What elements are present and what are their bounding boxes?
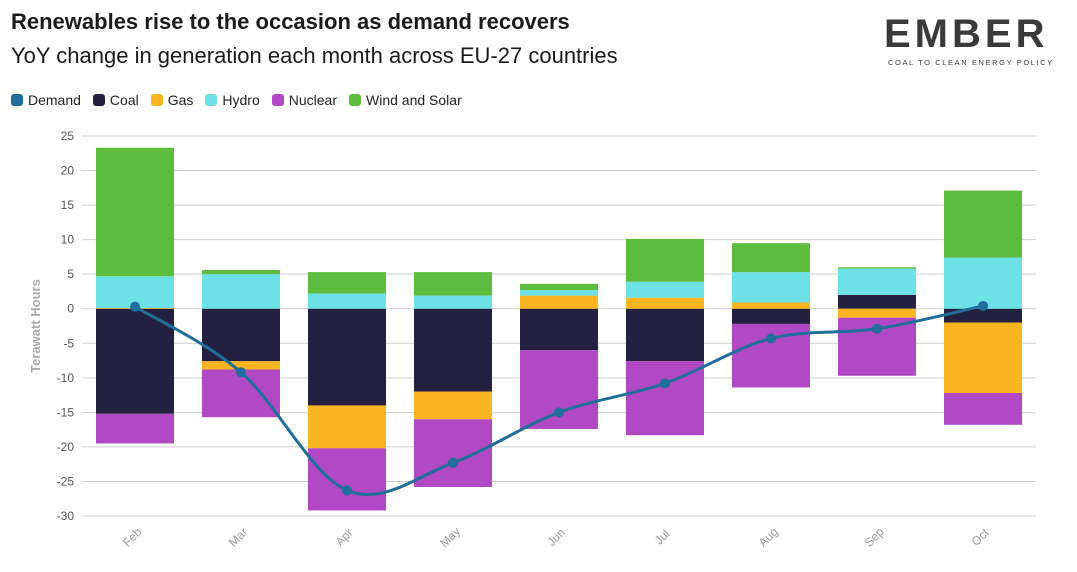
bar-gas	[732, 302, 810, 309]
bar-gas	[308, 405, 386, 449]
bar-gas	[202, 361, 280, 370]
bar-gas	[414, 391, 492, 420]
chart-title: Renewables rise to the occasion as deman…	[11, 9, 570, 34]
x-tick-label: May	[437, 524, 463, 550]
bar-wind-and-solar	[414, 272, 492, 296]
bar-wind-and-solar	[308, 272, 386, 294]
y-tick-label: -15	[57, 405, 75, 419]
chart-subtitle: YoY change in generation each month acro…	[11, 43, 618, 68]
bar-coal	[838, 294, 916, 309]
legend-item[interactable]: Nuclear	[271, 92, 338, 108]
legend-item[interactable]: Wind and Solar	[349, 92, 462, 108]
legend-item[interactable]: Demand	[11, 92, 81, 108]
bar-wind-and-solar	[732, 243, 810, 273]
x-tick-label: Mar	[226, 525, 251, 550]
demand-point	[554, 407, 564, 418]
y-tick-label: 5	[67, 267, 74, 281]
legend-item[interactable]: Gas	[150, 92, 194, 108]
bar-nuclear	[96, 413, 174, 444]
bar-gas	[520, 295, 598, 309]
x-tick-label: Apr	[333, 526, 356, 549]
y-tick-label: 10	[61, 233, 75, 247]
bar-hydro	[838, 268, 916, 295]
demand-point	[978, 300, 988, 311]
ember-logo: EMBER COAL TO CLEAN ENERGY POLICY	[884, 12, 1059, 72]
y-tick-label: 20	[61, 164, 75, 178]
demand-line	[134, 304, 984, 497]
y-tick-label: -20	[57, 440, 75, 454]
bar-coal	[626, 308, 704, 362]
legend-item[interactable]: Coal	[92, 92, 139, 108]
demand-point	[448, 457, 458, 468]
x-tick-label: Sep	[862, 524, 887, 549]
bar-gas	[838, 308, 916, 318]
y-tick-label: 25	[61, 129, 75, 143]
bar-wind-and-solar	[944, 190, 1022, 258]
chart-legend: Demand Coal Gas Hydro Nuclear Wind and Solar	[11, 92, 462, 108]
bar-hydro	[732, 272, 810, 303]
bar-hydro	[626, 281, 704, 298]
bar-wind-and-solar	[202, 270, 280, 275]
bar-wind-and-solar	[626, 238, 704, 282]
logo-wordmark: EMBER	[884, 12, 1049, 56]
demand-point	[660, 378, 670, 389]
legend-label: Coal	[109, 92, 139, 108]
bar-hydro	[944, 257, 1022, 309]
demand-point	[130, 301, 140, 312]
bar-nuclear	[414, 419, 492, 487]
y-tick-label: 0	[67, 302, 74, 316]
x-tick-label: Jul	[652, 527, 673, 548]
y-tick-label: -10	[57, 371, 75, 385]
y-tick-label: -5	[63, 336, 74, 350]
legend-swatch	[92, 94, 105, 106]
legend-swatch	[11, 94, 23, 106]
legend-swatch	[205, 94, 218, 106]
legend-label: Wind and Solar	[366, 92, 462, 108]
bar-wind-and-solar	[96, 147, 174, 277]
demand-point	[872, 323, 882, 334]
legend-label: Nuclear	[288, 92, 338, 108]
bar-coal	[308, 308, 386, 406]
bar-nuclear	[944, 393, 1022, 425]
bar-coal	[414, 308, 492, 392]
x-tick-label: Aug	[756, 525, 781, 550]
legend-label: Hydro	[222, 92, 260, 108]
demand-point	[766, 333, 776, 344]
demand-point	[342, 485, 352, 496]
y-tick-label: -25	[57, 474, 75, 488]
logo-tagline: COAL TO CLEAN ENERGY POLICY	[888, 58, 1054, 67]
legend-item[interactable]: Hydro	[205, 92, 260, 108]
bar-coal	[732, 308, 810, 324]
legend-label: Demand	[28, 92, 81, 108]
bar-coal	[520, 308, 598, 351]
bar-gas	[626, 297, 704, 309]
bar-hydro	[202, 274, 280, 309]
bar-wind-and-solar	[520, 283, 598, 291]
bar-nuclear	[308, 448, 386, 511]
y-tick-label: 15	[61, 198, 75, 212]
bar-wind-and-solar	[838, 267, 916, 269]
bar-gas	[944, 322, 1022, 394]
bar-hydro	[414, 295, 492, 309]
y-axis-label: Terawatt Hours	[28, 279, 43, 373]
y-tick-label: -30	[57, 509, 75, 523]
bar-hydro	[520, 290, 598, 296]
legend-swatch	[349, 94, 362, 106]
bar-nuclear	[202, 369, 280, 418]
x-tick-label: Oct	[969, 525, 993, 549]
bar-coal	[944, 308, 1022, 323]
legend-label: Gas	[167, 92, 194, 108]
legend-swatch	[271, 94, 284, 106]
x-tick-label: Feb	[120, 525, 145, 550]
legend-swatch	[150, 94, 163, 106]
bar-hydro	[308, 293, 386, 309]
demand-point	[236, 367, 246, 378]
bar-coal	[96, 308, 174, 414]
x-tick-label: Jun	[544, 525, 568, 549]
